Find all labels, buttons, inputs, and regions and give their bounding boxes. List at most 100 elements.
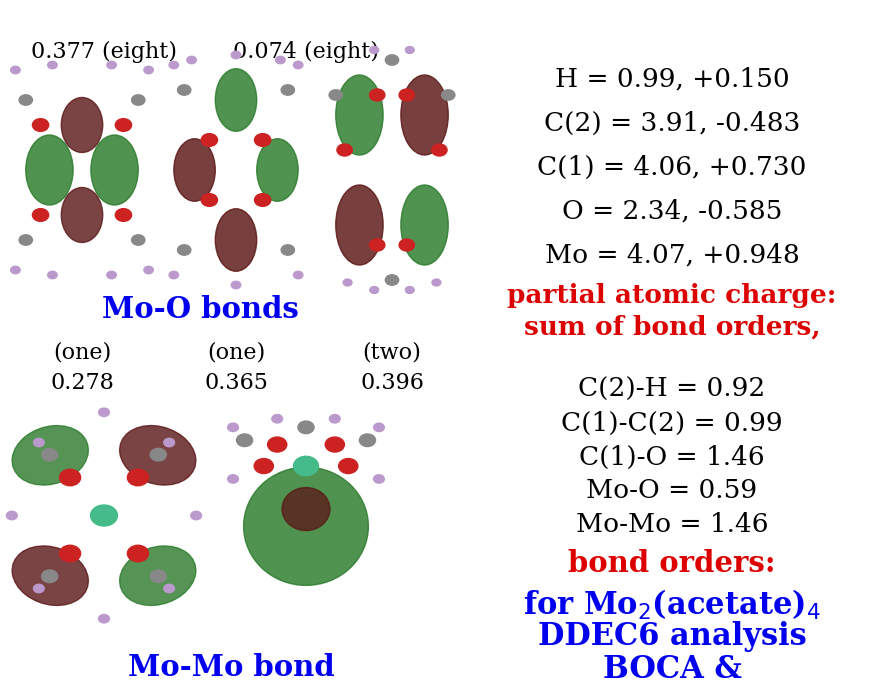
Ellipse shape [336,185,383,265]
Ellipse shape [6,512,17,520]
Ellipse shape [107,271,117,279]
Ellipse shape [169,271,178,279]
Ellipse shape [257,139,298,202]
Ellipse shape [236,434,253,447]
Text: 0.365: 0.365 [204,372,268,394]
Ellipse shape [187,56,196,64]
Text: C(2)-H = 0.92: C(2)-H = 0.92 [578,377,765,402]
Ellipse shape [115,208,132,221]
Ellipse shape [401,75,448,155]
Text: Mo-Mo = 1.46: Mo-Mo = 1.46 [576,512,768,537]
Ellipse shape [91,505,118,526]
Ellipse shape [216,69,257,131]
Ellipse shape [228,423,239,432]
Ellipse shape [359,434,375,447]
Ellipse shape [19,95,32,105]
Ellipse shape [370,286,379,293]
Ellipse shape [99,614,110,623]
Ellipse shape [107,61,117,69]
Text: C(1) = 4.06, +0.730: C(1) = 4.06, +0.730 [537,154,806,179]
Text: sum of bond orders,: sum of bond orders, [524,315,821,339]
Ellipse shape [12,546,88,605]
Ellipse shape [325,437,345,452]
Ellipse shape [34,439,45,447]
Ellipse shape [127,469,149,486]
Ellipse shape [405,47,414,54]
Ellipse shape [370,239,385,251]
Text: C(1)-C(2) = 0.99: C(1)-C(2) = 0.99 [561,411,783,436]
Text: 0.074 (eight): 0.074 (eight) [233,41,379,63]
Ellipse shape [60,546,80,562]
Ellipse shape [339,459,358,473]
Ellipse shape [399,239,414,251]
Text: Mo-O bonds: Mo-O bonds [102,295,298,323]
Ellipse shape [42,570,58,582]
Ellipse shape [243,467,368,585]
Ellipse shape [385,55,398,65]
Ellipse shape [298,421,314,434]
Text: bond orders:: bond orders: [568,548,776,578]
Text: C(1)-O = 1.46: C(1)-O = 1.46 [579,445,764,470]
Ellipse shape [164,584,175,593]
Ellipse shape [132,235,145,245]
Ellipse shape [232,281,241,288]
Text: Mo-Mo bond: Mo-Mo bond [128,653,335,682]
Text: partial atomic charge:: partial atomic charge: [507,282,837,307]
Ellipse shape [432,279,441,286]
Text: (two): (two) [363,342,421,364]
Ellipse shape [385,275,398,285]
Text: 0.377 (eight): 0.377 (eight) [31,41,177,63]
Ellipse shape [26,135,73,205]
Text: DDEC6 analysis: DDEC6 analysis [537,621,806,653]
Ellipse shape [177,85,191,95]
Ellipse shape [119,546,196,605]
Ellipse shape [132,95,145,105]
Ellipse shape [34,584,45,593]
Ellipse shape [127,546,149,562]
Ellipse shape [282,85,294,95]
Ellipse shape [61,97,102,152]
Ellipse shape [282,245,294,255]
Ellipse shape [255,194,271,206]
Ellipse shape [254,459,274,473]
Ellipse shape [47,271,57,279]
Ellipse shape [99,408,110,416]
Ellipse shape [12,425,88,485]
Ellipse shape [401,185,448,265]
Ellipse shape [282,488,330,530]
Text: O = 2.34, -0.585: O = 2.34, -0.585 [562,199,782,224]
Ellipse shape [201,194,217,206]
Text: (one): (one) [207,342,266,364]
Ellipse shape [164,439,175,447]
Ellipse shape [115,119,132,131]
Ellipse shape [373,423,384,432]
Ellipse shape [151,570,167,582]
Ellipse shape [143,66,153,74]
Ellipse shape [169,61,178,69]
Text: BOCA &: BOCA & [602,653,741,685]
Ellipse shape [330,414,340,423]
Ellipse shape [370,47,379,54]
Ellipse shape [293,457,318,476]
Ellipse shape [32,208,49,221]
Ellipse shape [373,475,384,483]
Ellipse shape [431,144,447,156]
Ellipse shape [174,139,216,202]
Ellipse shape [143,266,153,274]
Ellipse shape [119,425,196,485]
Text: Mo = 4.07, +0.948: Mo = 4.07, +0.948 [544,243,799,268]
Ellipse shape [11,66,20,74]
Ellipse shape [255,133,271,147]
Ellipse shape [177,245,191,255]
Ellipse shape [61,188,102,243]
Ellipse shape [19,235,32,245]
Ellipse shape [151,448,167,461]
Ellipse shape [42,448,58,461]
Text: 0.278: 0.278 [50,372,114,394]
Ellipse shape [337,144,352,156]
Ellipse shape [228,475,239,483]
Ellipse shape [60,469,80,486]
Ellipse shape [201,133,217,147]
Ellipse shape [232,51,241,58]
Text: (one): (one) [53,342,111,364]
